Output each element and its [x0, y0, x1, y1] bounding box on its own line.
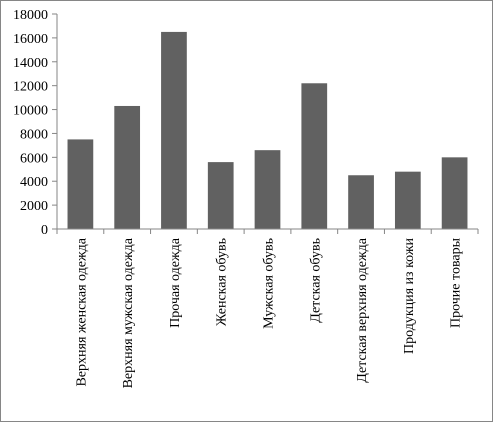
bar: [254, 150, 281, 229]
x-category-label: Детская верхняя одежда: [355, 237, 370, 383]
y-tick-label: 10000: [13, 104, 48, 119]
x-category-label: Верхняя мужская одежда: [121, 237, 136, 388]
x-category-label: Женская обувь: [215, 238, 230, 326]
y-tick-label: 14000: [13, 56, 48, 71]
bar: [114, 105, 141, 229]
x-category-label: Прочая одежда: [168, 237, 183, 328]
x-category-label: Верхняя женская одежда: [74, 237, 89, 386]
x-axis: Верхняя женская одежда Верхняя мужская од…: [56, 228, 479, 388]
bar: [441, 157, 468, 229]
y-tick-label: 2000: [20, 199, 48, 214]
bar: [67, 139, 94, 229]
y-tick-label: 4000: [20, 175, 48, 190]
bar: [207, 162, 234, 229]
bar: [161, 31, 187, 229]
x-category-label: Продукция из кожи: [402, 238, 417, 354]
x-category-label: Прочие товары: [449, 237, 464, 328]
y-tick-label: 16000: [13, 32, 48, 47]
bar: [348, 175, 374, 229]
x-category-label: Детская обувь: [308, 238, 323, 323]
bars: [67, 31, 468, 230]
bar: [394, 171, 421, 229]
y-tick-label: 18000: [13, 8, 48, 23]
y-tick-label: 8000: [20, 127, 48, 142]
y-tick-label: 0: [41, 223, 48, 238]
y-tick-label: 6000: [20, 151, 48, 166]
bar: [301, 83, 328, 230]
y-axis: 0 2000 4000 6000 8000 10000 12000 14000 16000 180…: [13, 8, 58, 238]
x-category-label: Мужская обувь: [262, 238, 277, 329]
y-tick-label: 12000: [13, 80, 48, 95]
